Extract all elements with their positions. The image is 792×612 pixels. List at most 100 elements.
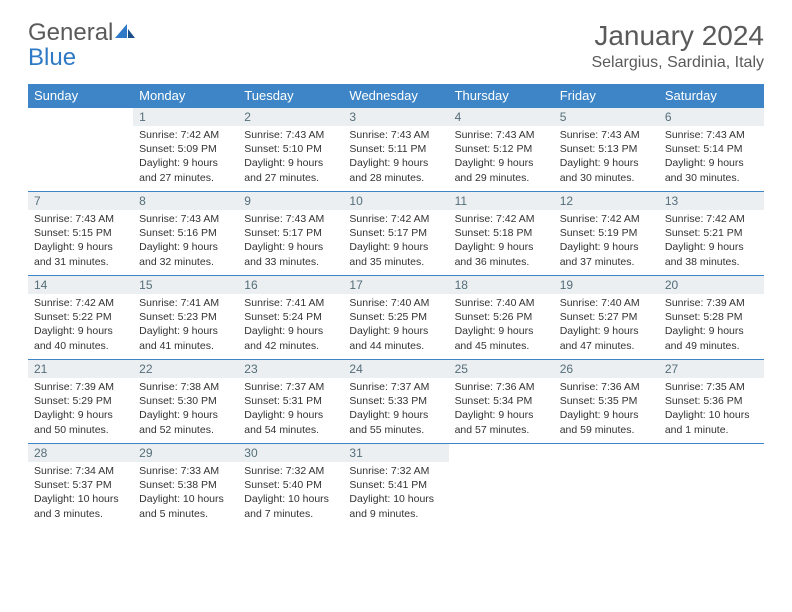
day-number: 6 bbox=[659, 108, 764, 126]
day-details: Sunrise: 7:42 AMSunset: 5:18 PMDaylight:… bbox=[449, 210, 554, 273]
day-number: 16 bbox=[238, 276, 343, 294]
day-details: Sunrise: 7:42 AMSunset: 5:19 PMDaylight:… bbox=[554, 210, 659, 273]
calendar-day-cell: 30Sunrise: 7:32 AMSunset: 5:40 PMDayligh… bbox=[238, 444, 343, 528]
calendar-day-cell: 7Sunrise: 7:43 AMSunset: 5:15 PMDaylight… bbox=[28, 192, 133, 276]
calendar-day-cell: 17Sunrise: 7:40 AMSunset: 5:25 PMDayligh… bbox=[343, 276, 448, 360]
day-number: 4 bbox=[449, 108, 554, 126]
day-number: 2 bbox=[238, 108, 343, 126]
day-number: 18 bbox=[449, 276, 554, 294]
calendar-day-cell: 5Sunrise: 7:43 AMSunset: 5:13 PMDaylight… bbox=[554, 108, 659, 192]
day-number bbox=[28, 108, 133, 126]
day-details: Sunrise: 7:43 AMSunset: 5:12 PMDaylight:… bbox=[449, 126, 554, 189]
day-details: Sunrise: 7:43 AMSunset: 5:15 PMDaylight:… bbox=[28, 210, 133, 273]
calendar-day-cell: 31Sunrise: 7:32 AMSunset: 5:41 PMDayligh… bbox=[343, 444, 448, 528]
day-details: Sunrise: 7:43 AMSunset: 5:10 PMDaylight:… bbox=[238, 126, 343, 189]
day-number: 21 bbox=[28, 360, 133, 378]
day-number: 7 bbox=[28, 192, 133, 210]
day-number bbox=[449, 444, 554, 462]
day-number: 27 bbox=[659, 360, 764, 378]
title-block: January 2024 Selargius, Sardinia, Italy bbox=[591, 20, 764, 72]
day-details bbox=[659, 462, 764, 511]
weekday-header: Monday bbox=[133, 84, 238, 108]
calendar-day-cell: 22Sunrise: 7:38 AMSunset: 5:30 PMDayligh… bbox=[133, 360, 238, 444]
day-details: Sunrise: 7:40 AMSunset: 5:26 PMDaylight:… bbox=[449, 294, 554, 357]
calendar-day-cell: 11Sunrise: 7:42 AMSunset: 5:18 PMDayligh… bbox=[449, 192, 554, 276]
calendar-table: SundayMondayTuesdayWednesdayThursdayFrid… bbox=[28, 84, 764, 528]
day-number: 19 bbox=[554, 276, 659, 294]
day-details: Sunrise: 7:42 AMSunset: 5:09 PMDaylight:… bbox=[133, 126, 238, 189]
calendar-day-cell bbox=[554, 444, 659, 528]
calendar-day-cell: 19Sunrise: 7:40 AMSunset: 5:27 PMDayligh… bbox=[554, 276, 659, 360]
day-number: 30 bbox=[238, 444, 343, 462]
calendar-day-cell: 6Sunrise: 7:43 AMSunset: 5:14 PMDaylight… bbox=[659, 108, 764, 192]
calendar-week-row: 14Sunrise: 7:42 AMSunset: 5:22 PMDayligh… bbox=[28, 276, 764, 360]
calendar-header-row: SundayMondayTuesdayWednesdayThursdayFrid… bbox=[28, 84, 764, 108]
day-details: Sunrise: 7:41 AMSunset: 5:23 PMDaylight:… bbox=[133, 294, 238, 357]
day-details: Sunrise: 7:40 AMSunset: 5:25 PMDaylight:… bbox=[343, 294, 448, 357]
day-number: 9 bbox=[238, 192, 343, 210]
calendar-day-cell: 13Sunrise: 7:42 AMSunset: 5:21 PMDayligh… bbox=[659, 192, 764, 276]
logo: GeneralBlue bbox=[28, 20, 137, 70]
day-number bbox=[554, 444, 659, 462]
calendar-day-cell: 23Sunrise: 7:37 AMSunset: 5:31 PMDayligh… bbox=[238, 360, 343, 444]
day-details bbox=[28, 126, 133, 175]
calendar-day-cell bbox=[449, 444, 554, 528]
day-number: 3 bbox=[343, 108, 448, 126]
day-number: 26 bbox=[554, 360, 659, 378]
day-details bbox=[554, 462, 659, 511]
day-details: Sunrise: 7:32 AMSunset: 5:41 PMDaylight:… bbox=[343, 462, 448, 525]
day-number: 23 bbox=[238, 360, 343, 378]
calendar-day-cell: 1Sunrise: 7:42 AMSunset: 5:09 PMDaylight… bbox=[133, 108, 238, 192]
day-number: 12 bbox=[554, 192, 659, 210]
calendar-week-row: 7Sunrise: 7:43 AMSunset: 5:15 PMDaylight… bbox=[28, 192, 764, 276]
day-number: 11 bbox=[449, 192, 554, 210]
day-details: Sunrise: 7:43 AMSunset: 5:16 PMDaylight:… bbox=[133, 210, 238, 273]
calendar-day-cell: 15Sunrise: 7:41 AMSunset: 5:23 PMDayligh… bbox=[133, 276, 238, 360]
calendar-day-cell: 8Sunrise: 7:43 AMSunset: 5:16 PMDaylight… bbox=[133, 192, 238, 276]
weekday-header: Sunday bbox=[28, 84, 133, 108]
calendar-day-cell: 18Sunrise: 7:40 AMSunset: 5:26 PMDayligh… bbox=[449, 276, 554, 360]
day-details: Sunrise: 7:36 AMSunset: 5:35 PMDaylight:… bbox=[554, 378, 659, 441]
logo-text-1: General bbox=[28, 19, 113, 46]
calendar-day-cell: 12Sunrise: 7:42 AMSunset: 5:19 PMDayligh… bbox=[554, 192, 659, 276]
logo-sail-icon bbox=[115, 20, 137, 45]
calendar-week-row: 1Sunrise: 7:42 AMSunset: 5:09 PMDaylight… bbox=[28, 108, 764, 192]
calendar-week-row: 28Sunrise: 7:34 AMSunset: 5:37 PMDayligh… bbox=[28, 444, 764, 528]
calendar-day-cell: 9Sunrise: 7:43 AMSunset: 5:17 PMDaylight… bbox=[238, 192, 343, 276]
day-number: 8 bbox=[133, 192, 238, 210]
day-number: 22 bbox=[133, 360, 238, 378]
calendar-day-cell: 21Sunrise: 7:39 AMSunset: 5:29 PMDayligh… bbox=[28, 360, 133, 444]
day-details: Sunrise: 7:34 AMSunset: 5:37 PMDaylight:… bbox=[28, 462, 133, 525]
day-details: Sunrise: 7:43 AMSunset: 5:13 PMDaylight:… bbox=[554, 126, 659, 189]
day-number: 25 bbox=[449, 360, 554, 378]
day-details: Sunrise: 7:32 AMSunset: 5:40 PMDaylight:… bbox=[238, 462, 343, 525]
day-details: Sunrise: 7:40 AMSunset: 5:27 PMDaylight:… bbox=[554, 294, 659, 357]
day-number: 14 bbox=[28, 276, 133, 294]
calendar-day-cell: 2Sunrise: 7:43 AMSunset: 5:10 PMDaylight… bbox=[238, 108, 343, 192]
day-details: Sunrise: 7:39 AMSunset: 5:29 PMDaylight:… bbox=[28, 378, 133, 441]
calendar-day-cell: 24Sunrise: 7:37 AMSunset: 5:33 PMDayligh… bbox=[343, 360, 448, 444]
day-number: 1 bbox=[133, 108, 238, 126]
calendar-week-row: 21Sunrise: 7:39 AMSunset: 5:29 PMDayligh… bbox=[28, 360, 764, 444]
calendar-day-cell: 16Sunrise: 7:41 AMSunset: 5:24 PMDayligh… bbox=[238, 276, 343, 360]
day-number: 15 bbox=[133, 276, 238, 294]
day-details: Sunrise: 7:42 AMSunset: 5:22 PMDaylight:… bbox=[28, 294, 133, 357]
day-details: Sunrise: 7:43 AMSunset: 5:14 PMDaylight:… bbox=[659, 126, 764, 189]
calendar-day-cell bbox=[659, 444, 764, 528]
day-details: Sunrise: 7:42 AMSunset: 5:17 PMDaylight:… bbox=[343, 210, 448, 273]
day-details: Sunrise: 7:35 AMSunset: 5:36 PMDaylight:… bbox=[659, 378, 764, 441]
calendar-day-cell: 20Sunrise: 7:39 AMSunset: 5:28 PMDayligh… bbox=[659, 276, 764, 360]
calendar-day-cell: 29Sunrise: 7:33 AMSunset: 5:38 PMDayligh… bbox=[133, 444, 238, 528]
weekday-header: Thursday bbox=[449, 84, 554, 108]
day-number: 28 bbox=[28, 444, 133, 462]
day-number: 17 bbox=[343, 276, 448, 294]
calendar-day-cell: 26Sunrise: 7:36 AMSunset: 5:35 PMDayligh… bbox=[554, 360, 659, 444]
header: GeneralBlue January 2024 Selargius, Sard… bbox=[28, 20, 764, 72]
weekday-header: Saturday bbox=[659, 84, 764, 108]
weekday-header: Friday bbox=[554, 84, 659, 108]
calendar-day-cell: 3Sunrise: 7:43 AMSunset: 5:11 PMDaylight… bbox=[343, 108, 448, 192]
day-details bbox=[449, 462, 554, 511]
day-number: 29 bbox=[133, 444, 238, 462]
day-number: 20 bbox=[659, 276, 764, 294]
day-number: 24 bbox=[343, 360, 448, 378]
